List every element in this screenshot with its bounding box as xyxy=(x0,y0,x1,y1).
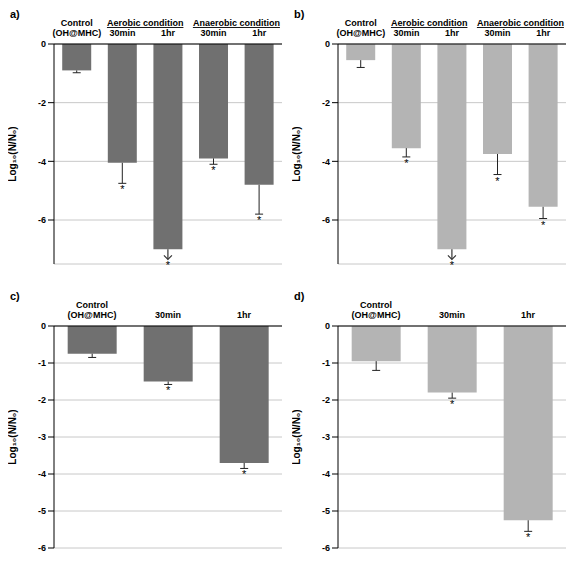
svg-text:Aerobic condition: Aerobic condition xyxy=(391,18,468,28)
svg-text:30min: 30min xyxy=(155,310,181,320)
svg-text:-5: -5 xyxy=(322,506,330,516)
svg-text:Anaerobic condition: Anaerobic condition xyxy=(477,18,564,28)
svg-text:*: * xyxy=(166,259,171,271)
html-text:c): c) xyxy=(10,290,20,302)
svg-text:Aerobic condition: Aerobic condition xyxy=(107,18,184,28)
svg-text:-3: -3 xyxy=(322,432,330,442)
svg-text:1hr: 1hr xyxy=(536,28,551,38)
svg-text:1hr: 1hr xyxy=(237,310,252,320)
svg-text:Control(OH@MHC): Control(OH@MHC) xyxy=(336,18,385,38)
svg-text:-6: -6 xyxy=(38,215,46,225)
svg-text:-4: -4 xyxy=(38,469,46,479)
svg-text:*: * xyxy=(541,219,546,231)
html-text:b): b) xyxy=(294,8,305,20)
svg-text:*: * xyxy=(242,468,247,480)
svg-text:*: * xyxy=(404,157,409,169)
svg-text:1hr: 1hr xyxy=(252,28,267,38)
svg-text:*: * xyxy=(211,164,216,176)
svg-text:*: * xyxy=(495,175,500,187)
svg-text:Control(OH@MHC): Control(OH@MHC) xyxy=(352,300,401,320)
svg-text:0: 0 xyxy=(325,39,330,49)
svg-text:Control(OH@MHC): Control(OH@MHC) xyxy=(52,18,101,38)
svg-text:Control(OH@MHC): Control(OH@MHC) xyxy=(68,300,117,320)
svg-text:*: * xyxy=(166,384,171,396)
svg-text:-4: -4 xyxy=(322,469,330,479)
svg-text:-4: -4 xyxy=(38,157,46,167)
svg-text:-1: -1 xyxy=(322,358,330,368)
svg-text:30min: 30min xyxy=(201,28,227,38)
svg-text:-6: -6 xyxy=(322,543,330,553)
svg-text:30min: 30min xyxy=(393,28,419,38)
svg-text:0: 0 xyxy=(325,321,330,331)
svg-text:*: * xyxy=(526,531,531,543)
svg-text:30min: 30min xyxy=(109,28,135,38)
svg-text:Log₁₀(N/N₀): Log₁₀(N/N₀) xyxy=(8,409,18,464)
svg-text:0: 0 xyxy=(41,321,46,331)
svg-text:*: * xyxy=(450,259,455,271)
svg-text:-3: -3 xyxy=(38,432,46,442)
svg-text:-1: -1 xyxy=(38,358,46,368)
svg-text:Log₁₀(N/N₀): Log₁₀(N/N₀) xyxy=(292,126,302,181)
html-text:d): d) xyxy=(294,290,305,302)
svg-text:-2: -2 xyxy=(38,98,46,108)
svg-text:*: * xyxy=(120,183,125,195)
svg-text:0: 0 xyxy=(41,39,46,49)
svg-text:1hr: 1hr xyxy=(161,28,176,38)
svg-text:30min: 30min xyxy=(439,310,465,320)
svg-text:*: * xyxy=(450,398,455,410)
svg-text:-6: -6 xyxy=(322,215,330,225)
html-text:a): a) xyxy=(10,8,20,20)
svg-text:1hr: 1hr xyxy=(521,310,536,320)
svg-text:Log₁₀(N/N₀): Log₁₀(N/N₀) xyxy=(8,126,18,181)
svg-text:-2: -2 xyxy=(322,98,330,108)
svg-text:Anaerobic condition: Anaerobic condition xyxy=(193,18,280,28)
svg-text:1hr: 1hr xyxy=(445,28,460,38)
svg-text:-5: -5 xyxy=(38,506,46,516)
svg-text:*: * xyxy=(257,214,262,226)
svg-text:Log₁₀(N/N₀): Log₁₀(N/N₀) xyxy=(292,409,302,464)
svg-text:-4: -4 xyxy=(322,157,330,167)
svg-text:-2: -2 xyxy=(322,395,330,405)
svg-text:30min: 30min xyxy=(485,28,511,38)
svg-text:-2: -2 xyxy=(38,395,46,405)
svg-text:-6: -6 xyxy=(38,543,46,553)
